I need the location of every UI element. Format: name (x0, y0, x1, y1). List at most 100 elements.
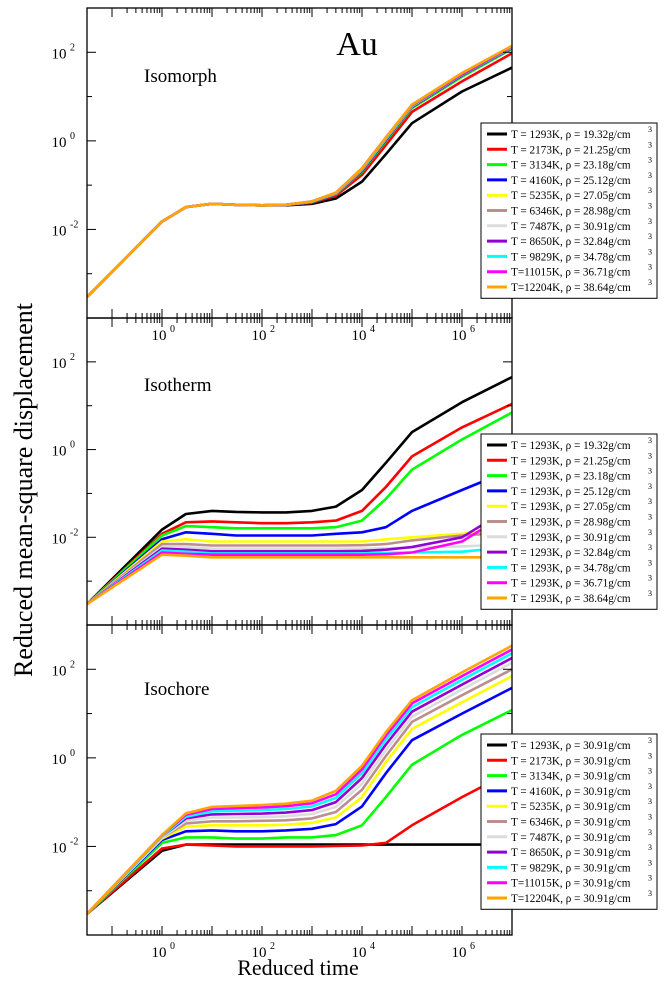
legend-entry: T = 6346K, ρ = 28.98g/cm (511, 206, 631, 218)
legend-entry: T = 1293K, ρ = 25.12g/cm (511, 486, 631, 498)
legend-entry: T = 1293K, ρ = 32.84g/cm (511, 547, 631, 559)
legend: T = 1293K, ρ = 30.91g/cm 3 T = 2173K, ρ = … (480, 733, 658, 910)
legend-entry-superscript: 3 (648, 574, 652, 583)
legend-entry-superscript: 3 (648, 513, 652, 522)
legend-entry-superscript: 3 (648, 528, 652, 537)
series-line (87, 644, 512, 915)
y-tick-label: 10 (52, 444, 67, 460)
series-line (87, 661, 512, 915)
legend-entry: T = 1293K, ρ = 38.64g/cm (511, 593, 631, 605)
legend-entry-superscript: 3 (648, 451, 652, 460)
x-tick-label: 10 (252, 945, 267, 961)
series-line (87, 668, 512, 915)
legend-entry: T = 2173K, ρ = 21.25g/cm (511, 144, 631, 156)
legend-entry-superscript: 3 (648, 232, 652, 241)
legend-entry: T = 3134K, ρ = 23.18g/cm (511, 160, 631, 172)
legend-entry: T = 3134K, ρ = 30.91g/cm (511, 771, 631, 783)
legend-box (480, 122, 658, 299)
legend-entry: T = 7487K, ρ = 30.91g/cm (511, 221, 631, 233)
x-tick-label: 10 (152, 945, 167, 961)
legend-entry: T=11015K, ρ = 36.71g/cm (511, 267, 631, 279)
legend-entry: T = 1293K, ρ = 30.91g/cm (511, 740, 631, 752)
series-line (87, 770, 512, 915)
legend-entry: T=12204K, ρ = 38.64g/cm (511, 282, 631, 294)
legend-entry-superscript: 3 (648, 889, 652, 898)
legend-entry-superscript: 3 (648, 125, 652, 134)
legend-entry-superscript: 3 (648, 874, 652, 883)
legend-entry: T = 1293K, ρ = 30.91g/cm (511, 532, 631, 544)
legend-box (480, 733, 658, 910)
legend: T = 1293K, ρ = 19.32g/cm 3 T = 1293K, ρ = … (480, 433, 658, 610)
y-tick-label-exponent: 2 (70, 352, 75, 363)
legend-box (480, 433, 658, 610)
y-tick-label-exponent: -2 (70, 219, 78, 230)
legend-entry-superscript: 3 (648, 247, 652, 256)
y-axis-label: Reduced mean-square displacement (9, 302, 38, 677)
legend-entry-superscript: 3 (648, 278, 652, 287)
legend-entry-superscript: 3 (648, 797, 652, 806)
legend-entry: T = 1293K, ρ = 27.05g/cm (511, 501, 631, 513)
figure-element-label: Au (336, 26, 378, 63)
x-tick-label: 10 (252, 328, 267, 344)
legend-entry: T = 1293K, ρ = 21.25g/cm (511, 455, 631, 467)
legend-entry: T = 9829K, ρ = 34.78g/cm (511, 251, 631, 263)
legend-entry-superscript: 3 (648, 217, 652, 226)
series-line (87, 686, 512, 915)
x-tick-label-exponent: 6 (470, 324, 475, 335)
legend-entry-superscript: 3 (648, 140, 652, 149)
y-tick-label: 10 (52, 223, 67, 239)
y-tick-label: 10 (52, 531, 67, 547)
series-line (87, 402, 512, 606)
legend-entry-superscript: 3 (648, 813, 652, 822)
y-tick-label: 10 (52, 752, 67, 768)
legend-entry: T = 5235K, ρ = 30.91g/cm (511, 801, 631, 813)
legend-entry-superscript: 3 (648, 263, 652, 272)
x-tick-label: 10 (352, 945, 367, 961)
y-tick-label: 10 (52, 840, 67, 856)
x-tick-label-exponent: 0 (170, 941, 175, 952)
legend-entry-superscript: 3 (648, 558, 652, 567)
series-line (87, 66, 512, 298)
legend-entry: T = 7487K, ρ = 30.91g/cm (511, 832, 631, 844)
x-tick-label: 10 (152, 328, 167, 344)
legend-entry-superscript: 3 (648, 186, 652, 195)
legend-entry: T = 8650K, ρ = 30.91g/cm (511, 847, 631, 859)
series-line (87, 528, 512, 606)
x-tick-label-exponent: 2 (270, 324, 275, 335)
legend-entry: T = 1293K, ρ = 23.18g/cm (511, 471, 631, 483)
legend-entry: T = 9829K, ρ = 30.91g/cm (511, 862, 631, 874)
series-line (87, 44, 512, 298)
series-line (87, 411, 512, 606)
legend-entry-superscript: 3 (648, 482, 652, 491)
y-tick-label-exponent: 2 (70, 659, 75, 670)
series-line (87, 553, 512, 606)
legend-entry-superscript: 3 (648, 736, 652, 745)
x-tick-label-exponent: 0 (170, 324, 175, 335)
series-lines (87, 644, 512, 915)
plot-frame (86, 624, 513, 936)
legend-entry-superscript: 3 (648, 171, 652, 180)
legend: T = 1293K, ρ = 19.32g/cm 3 T = 2173K, ρ = … (480, 122, 658, 299)
series-line (87, 648, 512, 915)
series-line (87, 468, 512, 606)
y-tick-label: 10 (52, 663, 67, 679)
legend-entry-superscript: 3 (648, 156, 652, 165)
x-tick-label: 10 (352, 328, 367, 344)
y-tick-label-exponent: 0 (70, 748, 75, 759)
y-tick-label-exponent: 2 (70, 42, 75, 53)
y-tick-label: 10 (52, 356, 67, 372)
plot-frame (86, 7, 513, 319)
legend-entry: T = 1293K, ρ = 36.71g/cm (511, 578, 631, 590)
x-tick-label-exponent: 2 (270, 941, 275, 952)
series-line (87, 656, 512, 915)
legend-entry-superscript: 3 (648, 436, 652, 445)
panel-title: Isotherm (144, 375, 212, 396)
series-lines (87, 44, 512, 298)
series-line (87, 708, 512, 915)
plot-frame (86, 317, 513, 626)
series-line (87, 531, 512, 606)
legend-entry-superscript: 3 (648, 858, 652, 867)
